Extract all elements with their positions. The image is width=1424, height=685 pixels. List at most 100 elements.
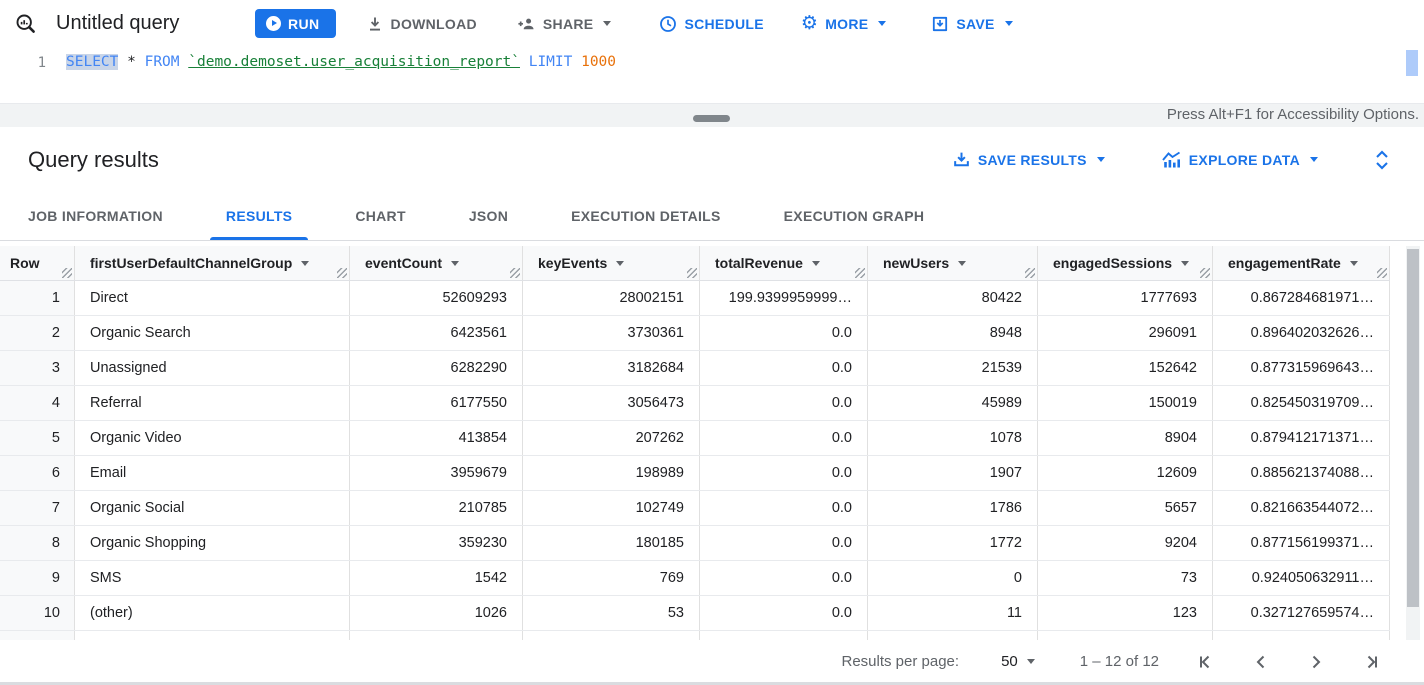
tab-results[interactable]: RESULTS <box>209 192 309 240</box>
explore-data-chart-icon <box>1162 151 1180 168</box>
last-page-button[interactable] <box>1352 643 1390 681</box>
query-toolbar: Untitled query RUN DOWNLOAD SHARE <box>0 0 1424 47</box>
tab-job-information[interactable]: JOB INFORMATION <box>28 192 163 240</box>
column-resize-handle[interactable] <box>337 268 347 278</box>
table-cell: 6177550 <box>350 386 523 420</box>
save-results-button[interactable]: SAVE RESULTS <box>952 150 1105 169</box>
share-button[interactable]: SHARE <box>517 15 612 33</box>
schedule-button[interactable]: SCHEDULE <box>659 15 764 33</box>
row-number-cell: 5 <box>0 421 75 455</box>
more-button[interactable]: ⚙ MORE <box>801 14 887 33</box>
sql-code-line: SELECT * FROM `demo.demoset.user_acquisi… <box>66 54 616 70</box>
column-resize-handle[interactable] <box>1025 268 1035 278</box>
explore-data-button[interactable]: EXPLORE DATA <box>1161 150 1318 169</box>
table-scrollbar-track[interactable] <box>1406 246 1420 640</box>
table-cell: 5657 <box>1038 491 1213 525</box>
sort-caret-icon[interactable] <box>1349 260 1358 266</box>
last-page-icon <box>1367 655 1377 668</box>
table-cell: 413854 <box>350 421 523 455</box>
sort-caret-icon[interactable] <box>958 260 967 266</box>
share-label: SHARE <box>542 15 594 32</box>
column-header-firstuserdefaultchannelgroup[interactable]: firstUserDefaultChannelGroup <box>75 246 350 280</box>
sql-table-reference[interactable]: `demo.demoset.user_acquisition_report` <box>188 54 520 70</box>
table-cell: 0.0 <box>700 491 868 525</box>
next-page-button[interactable] <box>1297 643 1335 681</box>
column-resize-handle[interactable] <box>1200 268 1210 278</box>
pane-resize-handle[interactable] <box>693 115 730 122</box>
sort-caret-icon[interactable] <box>616 260 625 266</box>
tab-execution-details[interactable]: EXECUTION DETAILS <box>571 192 721 240</box>
row-number-cell: 9 <box>0 561 75 595</box>
row-number-cell: 7 <box>0 491 75 525</box>
table-cell: 0 <box>868 561 1038 595</box>
editor-scrollbar-thumb[interactable] <box>1406 50 1418 76</box>
tab-chart[interactable]: CHART <box>355 192 406 240</box>
more-dropdown-caret <box>878 21 887 26</box>
collapse-expand-results-button[interactable] <box>1374 149 1390 171</box>
column-header-newusers[interactable]: newUsers <box>868 246 1038 280</box>
page-range-text: 1 – 12 of 12 <box>1079 653 1159 670</box>
table-cell: 6282290 <box>350 351 523 385</box>
column-resize-handle[interactable] <box>1377 268 1387 278</box>
table-row: 10 (other) 1026 53 0.0 11 123 0.327127659574… <box>0 596 1390 631</box>
sort-caret-icon[interactable] <box>811 260 820 266</box>
table-cell: 8948 <box>868 316 1038 350</box>
first-page-icon <box>1200 655 1210 668</box>
sql-limit-value: 1000 <box>581 54 617 70</box>
table-cell: 1026 <box>350 596 523 630</box>
column-header-engagedsessions[interactable]: engagedSessions <box>1038 246 1213 280</box>
table-cell: 1907 <box>868 456 1038 490</box>
person-add-icon <box>518 18 534 29</box>
sort-caret-icon[interactable] <box>301 260 310 266</box>
save-results-icon <box>954 152 969 167</box>
sql-keyword-select: SELECT <box>66 54 119 70</box>
table-cell: (other) <box>75 596 350 630</box>
sort-caret-icon[interactable] <box>451 260 459 266</box>
previous-page-button[interactable] <box>1242 643 1280 681</box>
column-resize-handle[interactable] <box>855 268 865 278</box>
table-cell: Organic Search <box>75 316 350 350</box>
run-button[interactable]: RUN <box>255 9 336 38</box>
table-row: 3 Unassigned 6282290 3182684 0.0 21539 152642 0… <box>0 351 1390 386</box>
table-cell: 0.885621374088… <box>1213 456 1390 490</box>
query-title: Untitled query <box>56 12 180 34</box>
table-cell: 769 <box>523 561 700 595</box>
column-resize-handle[interactable] <box>687 268 697 278</box>
first-page-button[interactable] <box>1187 643 1225 681</box>
table-cell: 9 <box>1038 631 1213 640</box>
tab-json[interactable]: JSON <box>469 192 508 240</box>
tab-execution-graph[interactable]: EXECUTION GRAPH <box>784 192 925 240</box>
table-cell: 1786 <box>868 491 1038 525</box>
column-header-eventcount[interactable]: eventCount <box>350 246 523 280</box>
column-header-totalrevenue[interactable]: totalRevenue <box>700 246 868 280</box>
column-header-label: engagementRate <box>1228 255 1341 271</box>
table-scrollbar-thumb[interactable] <box>1407 249 1419 607</box>
save-label: SAVE <box>956 15 995 32</box>
sort-caret-icon[interactable] <box>1181 260 1190 266</box>
table-cell: 0.0 <box>700 631 868 640</box>
row-number-cell: 10 <box>0 596 75 630</box>
column-resize-handle[interactable] <box>62 268 72 278</box>
table-cell: 6423561 <box>350 316 523 350</box>
run-button-label: RUN <box>288 15 320 32</box>
sql-keyword-limit: LIMIT <box>519 54 582 70</box>
download-button[interactable]: DOWNLOAD <box>366 15 477 33</box>
table-body: 1 Direct 52609293 28002151 199.9399959999… 80… <box>0 281 1390 640</box>
table-cell: 0.879412171371… <box>1213 421 1390 455</box>
table-cell: 0.0 <box>700 351 868 385</box>
sql-editor[interactable]: 1 SELECT * FROM `demo.demoset.user_acqui… <box>0 47 1424 103</box>
table-cell: 0.867284681971… <box>1213 281 1390 315</box>
table-cell: 0.0 <box>700 561 868 595</box>
column-header-engagementrate[interactable]: engagementRate <box>1213 246 1390 280</box>
column-header-label: newUsers <box>883 255 950 271</box>
download-icon <box>369 17 380 31</box>
table-cell: Organic Shopping <box>75 526 350 560</box>
table-cell: 150019 <box>1038 386 1213 420</box>
table-cell: 134 <box>523 631 700 640</box>
column-header-keyevents[interactable]: keyEvents <box>523 246 700 280</box>
column-header-label: firstUserDefaultChannelGroup <box>90 255 293 271</box>
page-size-select[interactable]: 50 <box>1001 653 1035 670</box>
save-button[interactable]: SAVE <box>931 15 1013 33</box>
column-resize-handle[interactable] <box>510 268 520 278</box>
